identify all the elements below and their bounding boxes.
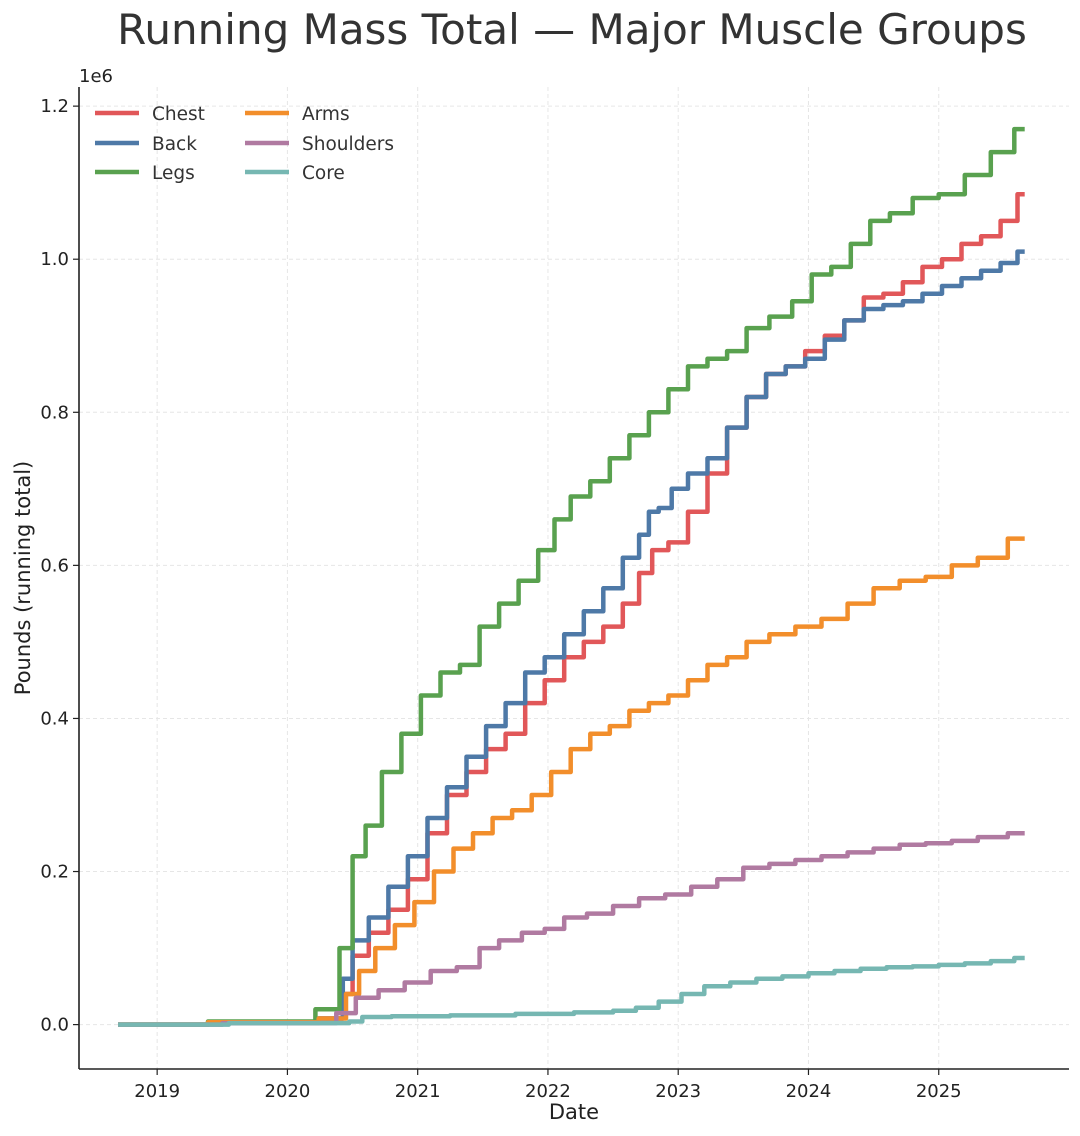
y-tick-label: 0.8: [40, 402, 69, 423]
y-ticks: 0.0 0.2 0.4 0.6 0.8 1.0 1.2: [40, 96, 79, 1036]
x-tick-label: 2024: [786, 1081, 832, 1102]
legend-label-legs: Legs: [152, 163, 195, 184]
series-line-core: [118, 955, 1025, 1027]
y-tick-label: 1.2: [40, 96, 69, 117]
y-axis-label: Pounds (running total): [11, 461, 35, 695]
series-line-shoulders: [118, 831, 1025, 1027]
y-tick-label: 0.0: [40, 1015, 69, 1036]
series-line-back: [118, 249, 1025, 1027]
y-tick-label: 0.6: [40, 555, 69, 576]
series-line-arms: [118, 536, 1025, 1027]
y-tick-label: 1.0: [40, 249, 69, 270]
chart-title: Running Mass Total — Major Muscle Groups: [117, 5, 1027, 54]
legend-label-chest: Chest: [152, 104, 205, 125]
x-tick-label: 2025: [916, 1081, 962, 1102]
x-tick-label: 2021: [395, 1081, 441, 1102]
y-offset-label: 1e6: [79, 66, 113, 87]
x-tick-label: 2023: [655, 1081, 701, 1102]
axes: [78, 87, 1069, 1070]
legend-label-core: Core: [302, 163, 345, 184]
legend-label-shoulders: Shoulders: [302, 134, 394, 155]
x-ticks: 2019 2020 2021 2022 2023 2024 2025: [134, 1069, 962, 1102]
legend-label-arms: Arms: [302, 104, 350, 125]
x-axis-label: Date: [549, 1100, 599, 1124]
x-tick-label: 2019: [134, 1081, 180, 1102]
series-line-chest: [118, 191, 1025, 1027]
grid: [79, 87, 1069, 1069]
series-lines: [118, 126, 1025, 1027]
x-tick-label: 2020: [265, 1081, 311, 1102]
y-tick-label: 0.4: [40, 708, 69, 729]
legend: Chest Back Legs Arms Shoulders Core: [95, 104, 394, 184]
y-tick-label: 0.2: [40, 862, 69, 883]
x-tick-label: 2022: [525, 1081, 571, 1102]
legend-label-back: Back: [152, 134, 197, 155]
series-line-legs: [118, 126, 1025, 1027]
